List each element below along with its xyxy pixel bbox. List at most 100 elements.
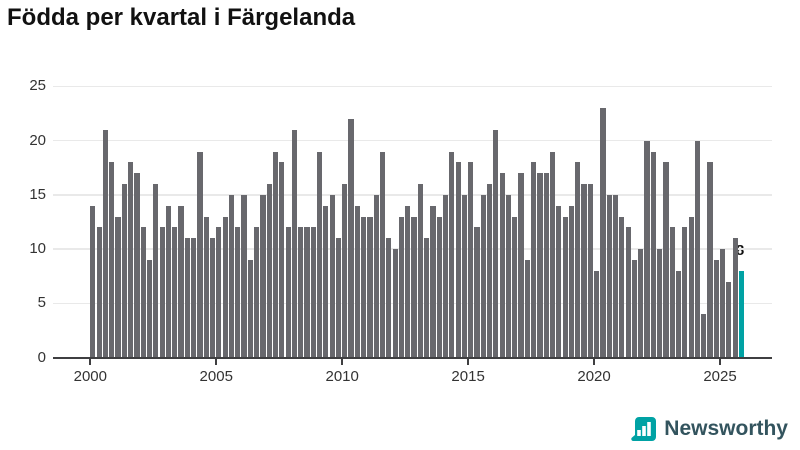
bar[interactable]: [342, 184, 348, 358]
bar[interactable]: [417, 184, 423, 358]
bar[interactable]: [449, 151, 455, 358]
bar[interactable]: [518, 173, 524, 358]
bar[interactable]: [354, 205, 360, 358]
bar[interactable]: [531, 162, 537, 358]
bar[interactable]: [209, 238, 216, 358]
bar[interactable]: [323, 205, 329, 358]
bar[interactable]: [638, 249, 644, 358]
bar[interactable]: [379, 151, 386, 358]
bar[interactable]: [373, 194, 379, 358]
bar[interactable]: [606, 194, 612, 358]
bar[interactable]: [436, 216, 442, 358]
bar[interactable]: [474, 227, 480, 358]
bar[interactable]: [543, 173, 549, 358]
bar[interactable]: [663, 162, 669, 358]
bar[interactable]: [260, 194, 266, 358]
highlighted-bar[interactable]: [738, 270, 745, 358]
bar[interactable]: [298, 227, 304, 358]
bar[interactable]: [184, 238, 190, 358]
bar[interactable]: [146, 259, 153, 358]
bar[interactable]: [222, 216, 228, 358]
bar[interactable]: [159, 227, 165, 358]
bar[interactable]: [197, 151, 203, 358]
bar[interactable]: [487, 184, 493, 358]
bar[interactable]: [644, 140, 650, 358]
bar[interactable]: [134, 173, 140, 358]
bar[interactable]: [675, 270, 682, 358]
bar[interactable]: [424, 238, 430, 358]
bar[interactable]: [650, 151, 656, 358]
bar[interactable]: [726, 281, 732, 358]
bar[interactable]: [411, 216, 417, 358]
bar[interactable]: [575, 162, 581, 358]
bar[interactable]: [581, 184, 587, 358]
bar[interactable]: [348, 118, 354, 358]
bar[interactable]: [228, 194, 235, 358]
bar[interactable]: [90, 205, 96, 358]
bar[interactable]: [191, 238, 197, 358]
bar[interactable]: [707, 162, 713, 358]
bar[interactable]: [694, 140, 700, 358]
bar[interactable]: [279, 162, 285, 358]
bar[interactable]: [631, 259, 638, 358]
bar[interactable]: [442, 194, 449, 358]
bar[interactable]: [96, 227, 102, 358]
bar[interactable]: [203, 216, 209, 358]
bar[interactable]: [310, 227, 316, 358]
bar[interactable]: [254, 227, 260, 358]
bar[interactable]: [556, 205, 562, 358]
bar[interactable]: [335, 238, 342, 358]
bar[interactable]: [461, 194, 467, 358]
bar[interactable]: [619, 216, 625, 358]
bar[interactable]: [600, 108, 606, 358]
bar[interactable]: [568, 205, 575, 358]
bar[interactable]: [512, 216, 518, 358]
bar[interactable]: [235, 227, 241, 358]
bar[interactable]: [455, 162, 461, 358]
bar[interactable]: [480, 194, 486, 358]
bar[interactable]: [524, 259, 530, 358]
bar[interactable]: [499, 173, 505, 358]
bar[interactable]: [657, 249, 663, 358]
bar[interactable]: [165, 205, 172, 358]
bar[interactable]: [493, 129, 499, 358]
bar[interactable]: [688, 216, 694, 358]
bar[interactable]: [669, 227, 675, 358]
bar[interactable]: [701, 314, 707, 358]
bar[interactable]: [153, 184, 159, 358]
bar[interactable]: [329, 194, 335, 358]
bar[interactable]: [291, 129, 297, 358]
bar[interactable]: [405, 205, 411, 358]
bar[interactable]: [625, 227, 631, 358]
bar[interactable]: [392, 249, 398, 358]
bar[interactable]: [367, 216, 373, 358]
bar[interactable]: [102, 129, 109, 358]
bar[interactable]: [562, 216, 568, 358]
bar[interactable]: [109, 162, 115, 358]
bar[interactable]: [713, 259, 719, 358]
bar[interactable]: [594, 270, 600, 358]
bar[interactable]: [682, 227, 688, 358]
bar[interactable]: [386, 238, 392, 358]
bar[interactable]: [316, 151, 323, 358]
bar[interactable]: [304, 227, 310, 358]
bar[interactable]: [430, 205, 436, 358]
bar[interactable]: [398, 216, 405, 358]
bar[interactable]: [361, 216, 367, 358]
bar[interactable]: [140, 227, 146, 358]
bar[interactable]: [241, 194, 247, 358]
bar[interactable]: [732, 238, 738, 358]
bar[interactable]: [115, 216, 121, 358]
bar[interactable]: [612, 194, 619, 358]
bar[interactable]: [285, 227, 291, 358]
bar[interactable]: [537, 173, 543, 358]
bar[interactable]: [272, 151, 279, 358]
bar[interactable]: [587, 184, 593, 358]
bar[interactable]: [121, 184, 127, 358]
bar[interactable]: [247, 259, 253, 358]
brand-footer[interactable]: Newsworthy: [631, 416, 788, 442]
bar[interactable]: [505, 194, 512, 358]
bar[interactable]: [178, 205, 184, 358]
bar[interactable]: [216, 227, 222, 358]
bar[interactable]: [468, 162, 474, 358]
